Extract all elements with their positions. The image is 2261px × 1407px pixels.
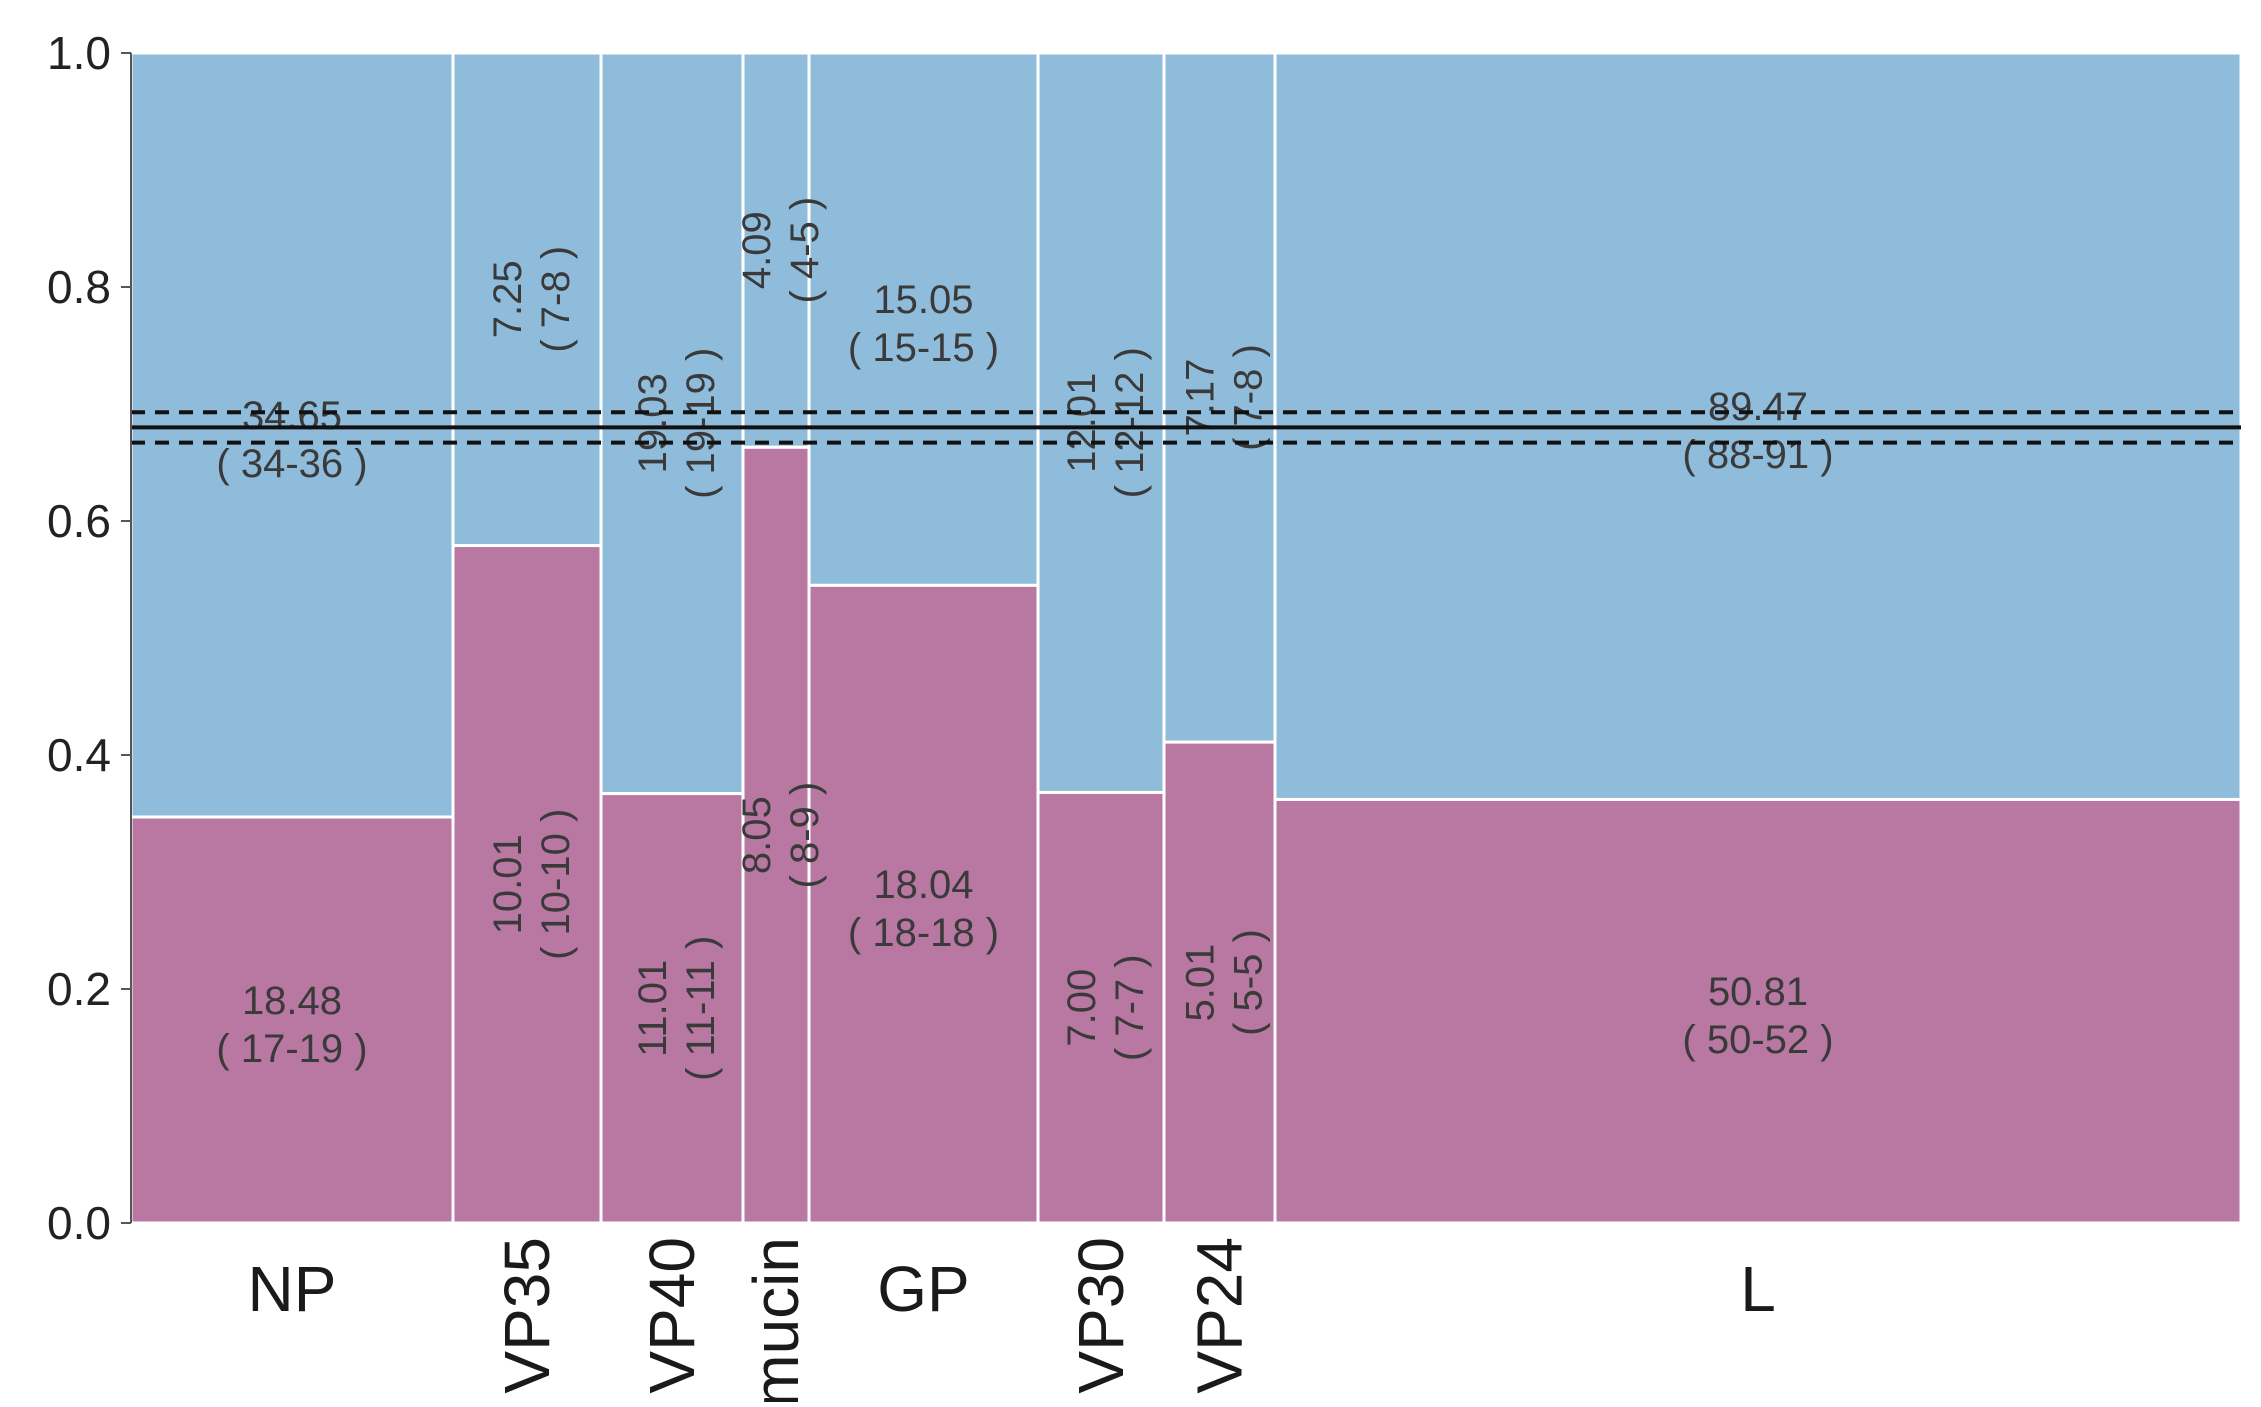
cell-label-bottom-vp24: 5.01( 5-5 ) bbox=[1179, 929, 1271, 1036]
cell-bottom-vp24 bbox=[1162, 740, 1277, 1225]
cell-value-top-l: 89.47 bbox=[1708, 385, 1808, 429]
y-tick-label: 1.0 bbox=[47, 27, 111, 79]
cell-label-top-vp35: 7.25( 7-8 ) bbox=[486, 246, 578, 353]
cell-label-top-np: 34.65( 34-36 ) bbox=[216, 394, 367, 486]
y-axis: 0.0 0.2 0.4 0.6 0.8 1.0 bbox=[47, 27, 132, 1249]
reference-lines-layer bbox=[131, 410, 2241, 445]
cell-range-bottom-vp24: ( 5-5 ) bbox=[1227, 929, 1271, 1036]
cell-bottom-mucin bbox=[741, 445, 811, 1225]
y-tick-label: 0.4 bbox=[47, 729, 111, 781]
cell-label-top-vp24: 7.17( 7-8 ) bbox=[1179, 344, 1271, 451]
cell-range-bottom-vp30: ( 7-7 ) bbox=[1108, 954, 1152, 1061]
cell-value-bottom-vp30: 7.00 bbox=[1060, 969, 1104, 1047]
cell-value-bottom-l: 50.81 bbox=[1708, 970, 1808, 1014]
cell-range-bottom-mucin: ( 8-9 ) bbox=[783, 782, 827, 889]
cell-value-bottom-gp: 18.04 bbox=[873, 863, 973, 907]
cell-range-bottom-vp40: ( 11-11 ) bbox=[679, 936, 723, 1081]
cell-value-bottom-vp40: 11.01 bbox=[631, 960, 675, 1057]
cell-value-bottom-np: 18.48 bbox=[242, 979, 342, 1023]
cell-range-top-gp: ( 15-15 ) bbox=[848, 326, 999, 370]
category-label-gp: GP bbox=[877, 1253, 969, 1325]
cell-label-top-mucin: 4.09( 4-5 ) bbox=[735, 197, 827, 304]
cell-value-top-gp: 15.05 bbox=[873, 278, 973, 322]
cell-value-top-vp30: 12.01 bbox=[1060, 373, 1104, 473]
cell-label-bottom-vp30: 7.00( 7-7 ) bbox=[1060, 954, 1152, 1061]
cell-value-top-vp24: 7.17 bbox=[1179, 359, 1223, 437]
cell-label-bottom-vp40: 11.01( 11-11 ) bbox=[631, 936, 723, 1081]
cell-bottom-gp bbox=[807, 583, 1040, 1225]
cell-range-top-vp40: ( 19-19 ) bbox=[679, 348, 723, 499]
category-label-np: NP bbox=[248, 1253, 337, 1325]
cell-label-bottom-np: 18.48( 17-19 ) bbox=[216, 979, 367, 1071]
cell-top-np bbox=[129, 51, 455, 819]
cell-range-bottom-vp35: ( 10-10 ) bbox=[534, 809, 578, 960]
cell-range-top-vp24: ( 7-8 ) bbox=[1227, 344, 1271, 451]
cell-label-top-l: 89.47( 88-91 ) bbox=[1682, 385, 1833, 477]
cell-bottom-l bbox=[1273, 797, 2243, 1225]
cell-value-top-vp40: 19.03 bbox=[631, 373, 675, 473]
cell-range-top-np: ( 34-36 ) bbox=[216, 442, 367, 486]
cell-value-top-vp35: 7.25 bbox=[486, 260, 530, 338]
cell-range-bottom-np: ( 17-19 ) bbox=[216, 1027, 367, 1071]
y-tick-label: 0.0 bbox=[47, 1197, 111, 1249]
cell-label-top-gp: 15.05( 15-15 ) bbox=[848, 278, 999, 370]
cell-range-bottom-gp: ( 18-18 ) bbox=[848, 911, 999, 955]
cell-bottom-vp35 bbox=[451, 544, 603, 1225]
cell-bottom-vp40 bbox=[599, 792, 745, 1225]
cell-top-vp40 bbox=[599, 51, 745, 796]
cell-label-bottom-l: 50.81( 50-52 ) bbox=[1682, 970, 1833, 1062]
y-tick-label: 0.8 bbox=[47, 261, 111, 313]
cell-range-bottom-l: ( 50-52 ) bbox=[1682, 1018, 1833, 1062]
x-axis-categories: NP VP35 VP40 mucin GP VP30 VP24 L bbox=[248, 1237, 1776, 1407]
cell-label-top-vp40: 19.03( 19-19 ) bbox=[631, 348, 723, 499]
cell-label-bottom-mucin: 8.05( 8-9 ) bbox=[735, 782, 827, 889]
category-label-mucin: mucin bbox=[740, 1237, 812, 1402]
category-label-l: L bbox=[1740, 1253, 1776, 1325]
cell-bottom-vp30 bbox=[1036, 790, 1166, 1225]
category-label-vp30: VP30 bbox=[1065, 1237, 1137, 1394]
cell-top-vp35 bbox=[451, 51, 603, 548]
cell-labels-layer: 34.65( 34-36 )18.48( 17-19 )7.25( 7-8 )1… bbox=[216, 197, 1833, 1081]
cell-label-top-vp30: 12.01( 12-12 ) bbox=[1060, 347, 1152, 498]
cell-bottom-np bbox=[129, 815, 455, 1225]
cell-value-bottom-vp24: 5.01 bbox=[1179, 944, 1223, 1022]
cell-range-top-mucin: ( 4-5 ) bbox=[783, 197, 827, 304]
y-tick-label: 0.6 bbox=[47, 495, 111, 547]
cell-value-bottom-vp35: 10.01 bbox=[486, 834, 530, 934]
cell-range-top-l: ( 88-91 ) bbox=[1682, 433, 1833, 477]
cell-range-top-vp30: ( 12-12 ) bbox=[1108, 347, 1152, 498]
category-label-vp40: VP40 bbox=[636, 1237, 708, 1394]
cell-label-bottom-gp: 18.04( 18-18 ) bbox=[848, 863, 999, 955]
y-tick-label: 0.2 bbox=[47, 963, 111, 1015]
cell-value-top-mucin: 4.09 bbox=[735, 211, 779, 289]
category-label-vp24: VP24 bbox=[1184, 1237, 1256, 1394]
cell-range-top-vp35: ( 7-8 ) bbox=[534, 246, 578, 353]
cells-layer bbox=[129, 51, 2243, 1225]
cell-label-bottom-vp35: 10.01( 10-10 ) bbox=[486, 809, 578, 960]
cell-value-bottom-mucin: 8.05 bbox=[735, 796, 779, 874]
cell-value-top-np: 34.65 bbox=[242, 394, 342, 438]
category-label-vp35: VP35 bbox=[491, 1237, 563, 1394]
